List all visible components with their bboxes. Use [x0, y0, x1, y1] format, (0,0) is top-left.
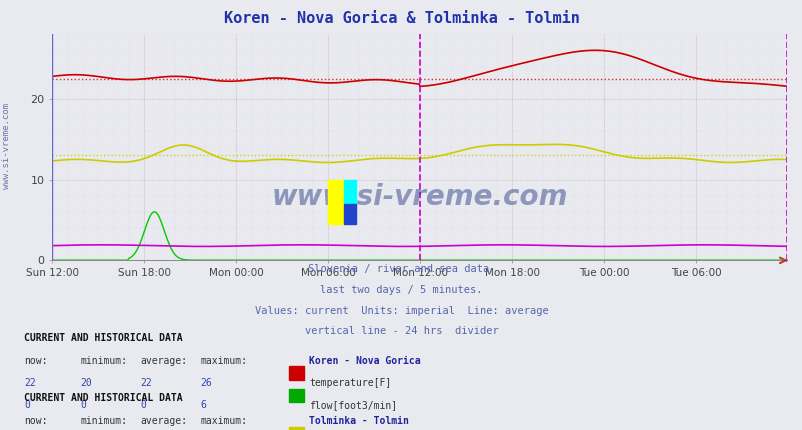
Text: Slovenia / river and sea data.: Slovenia / river and sea data.: [307, 264, 495, 274]
Text: 0: 0: [80, 400, 86, 410]
Text: Koren - Nova Gorica: Koren - Nova Gorica: [309, 356, 420, 365]
Text: now:: now:: [24, 356, 47, 365]
Text: CURRENT AND HISTORICAL DATA: CURRENT AND HISTORICAL DATA: [24, 393, 183, 403]
Text: flow[foot3/min]: flow[foot3/min]: [309, 400, 397, 410]
Text: vertical line - 24 hrs  divider: vertical line - 24 hrs divider: [304, 326, 498, 336]
Text: average:: average:: [140, 356, 188, 365]
Text: last two days / 5 minutes.: last two days / 5 minutes.: [320, 285, 482, 295]
Text: minimum:: minimum:: [80, 416, 128, 426]
Text: www.si-vreme.com: www.si-vreme.com: [271, 183, 567, 211]
Text: now:: now:: [24, 416, 47, 426]
Text: 0: 0: [140, 400, 146, 410]
Text: 22: 22: [140, 378, 152, 388]
Text: Values: current  Units: imperial  Line: average: Values: current Units: imperial Line: av…: [254, 306, 548, 316]
Text: 20: 20: [80, 378, 92, 388]
Bar: [328, 180, 343, 224]
Text: 0: 0: [24, 400, 30, 410]
Text: www.si-vreme.com: www.si-vreme.com: [2, 103, 11, 189]
Text: average:: average:: [140, 416, 188, 426]
Text: 6: 6: [200, 400, 206, 410]
Text: Tolminka - Tolmin: Tolminka - Tolmin: [309, 416, 408, 426]
Text: 26: 26: [200, 378, 213, 388]
Bar: [343, 180, 356, 204]
Text: 22: 22: [24, 378, 36, 388]
Text: CURRENT AND HISTORICAL DATA: CURRENT AND HISTORICAL DATA: [24, 333, 183, 343]
Bar: [343, 204, 356, 224]
Text: maximum:: maximum:: [200, 416, 248, 426]
Text: minimum:: minimum:: [80, 356, 128, 365]
Text: temperature[F]: temperature[F]: [309, 378, 391, 388]
Text: Koren - Nova Gorica & Tolminka - Tolmin: Koren - Nova Gorica & Tolminka - Tolmin: [223, 11, 579, 26]
Text: maximum:: maximum:: [200, 356, 248, 365]
